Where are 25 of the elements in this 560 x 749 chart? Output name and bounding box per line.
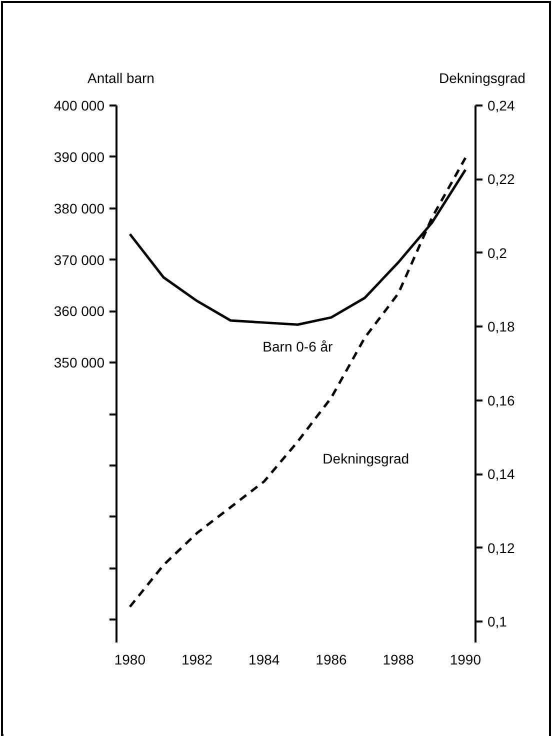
x-tick-label: 1988 [382,652,414,668]
series-label: Dekningsgrad [322,450,410,467]
y2-tick-label: 0,14 [488,466,515,482]
x-tick-label: 1986 [316,652,348,668]
y-axis-title: Antall barn [88,69,154,88]
y-tick-label: 390 000 [54,148,105,165]
y-tick-label: 400 000 [54,98,105,114]
y-tick-label: 360 000 [54,303,105,320]
y-tick-label: 350 000 [54,354,105,371]
y2-tick-label: 0,18 [488,318,515,335]
x-tick-label: 1980 [114,652,146,668]
y2-tick-label: 0,24 [488,98,515,114]
line-series [128,156,467,608]
series-label: Barn 0-6 år [262,338,334,355]
x-tick-label: 1990 [450,652,482,668]
y-tick-label: 370 000 [54,252,105,268]
y2-axis-title: Dekningsgrad [439,69,526,88]
y2-tick-label: 0,22 [488,171,515,188]
y2-tick-label: 0,12 [488,540,515,556]
x-tick-label: 1982 [181,652,213,668]
y2-tick-label: 0,16 [488,392,515,408]
y-tick-label: 380 000 [54,200,105,216]
y2-tick-label: 0,2 [488,244,508,261]
y2-tick-label: 0,1 [488,613,508,630]
x-tick-label: 1984 [248,652,280,668]
